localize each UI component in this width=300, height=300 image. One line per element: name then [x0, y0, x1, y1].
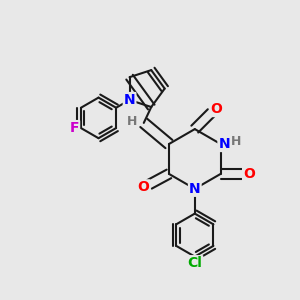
- Text: O: O: [138, 180, 149, 194]
- Text: N: N: [218, 137, 230, 151]
- Text: N: N: [124, 93, 135, 107]
- Text: O: O: [211, 102, 223, 116]
- Text: O: O: [243, 167, 255, 181]
- Text: F: F: [70, 121, 79, 135]
- Text: N: N: [189, 182, 201, 196]
- Text: H: H: [127, 115, 138, 128]
- Text: H: H: [231, 134, 242, 148]
- Text: Cl: Cl: [188, 256, 202, 270]
